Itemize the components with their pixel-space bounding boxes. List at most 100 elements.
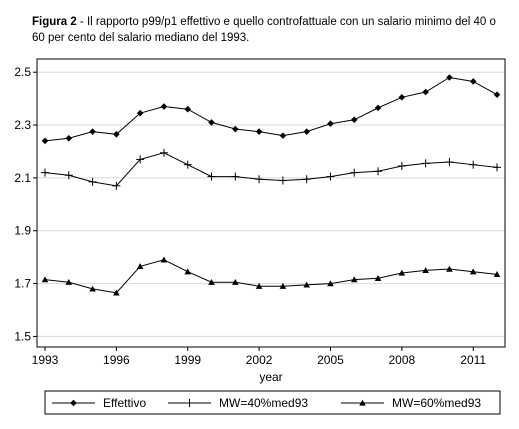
legend-item-1: Effettivo [52,396,146,410]
series-2 [41,148,501,190]
data-point [445,158,454,167]
x-tick-label: 2002 [246,353,273,367]
data-point [70,399,77,407]
data-point [397,162,406,171]
data-point [64,171,73,180]
x-axis: 1993 1996 1999 2002 2005 2008 2011 [32,347,486,367]
x-tick-label: 2011 [460,353,486,367]
x-tick-label: 2005 [317,353,344,367]
data-point [112,181,121,190]
legend-label: Effettivo [103,396,146,410]
data-point [65,278,73,285]
y-tick-label: 2.3 [14,118,31,132]
data-point [302,175,311,184]
data-point [255,175,264,184]
data-point [136,109,144,117]
data-point [359,399,366,406]
data-point [208,119,215,126]
data-point [469,78,477,85]
data-point [184,268,192,275]
data-point [136,263,144,270]
data-point [493,271,501,277]
data-point [41,276,49,283]
data-point [398,94,406,101]
data-point [184,105,192,113]
data-point [185,399,194,407]
data-point [469,160,478,169]
data-point [446,74,453,81]
y-tick-label: 1.7 [14,277,31,291]
data-point [327,280,334,287]
data-point [232,278,239,285]
data-point [255,128,263,135]
y-tick-label: 1.5 [14,329,31,343]
data-point [232,125,239,133]
series-3 [41,256,501,296]
series-1 [41,74,501,145]
data-point [231,172,240,181]
figure-label: Figura 2 [32,16,77,28]
data-point [160,103,168,110]
legend: Effettivo MW=40%med93 MW=60%med93 [44,390,501,415]
data-point [374,104,382,112]
data-point [421,159,430,168]
data-point [303,128,310,135]
data-point [350,116,358,124]
data-point [398,269,406,276]
y-tick-label: 2.5 [14,65,31,79]
legend-label: MW=60%med93 [392,396,481,410]
legend-label: MW=40%med93 [219,396,308,410]
data-point [422,88,429,96]
data-point [326,172,335,181]
data-point [374,275,382,281]
y-tick-label: 1.9 [14,224,31,238]
data-point [208,278,215,285]
data-point [89,285,96,292]
data-point [41,137,49,145]
data-point [493,91,501,98]
figure-caption: Figura 2 - Il rapporto p99/p1 effettivo … [32,14,502,46]
figure-caption-text: - Il rapporto p99/p1 effettivo e quello … [32,16,496,44]
legend-box [44,390,501,415]
legend-item-3: MW=60%med93 [341,396,481,410]
data-point [159,148,168,157]
y-axis: 1.5 1.7 1.9 2.1 2.3 2.5 [14,65,37,343]
data-point [350,168,359,177]
x-tick-label: 1996 [103,353,130,367]
data-point [303,281,310,288]
data-point [469,268,477,275]
data-point [446,265,453,272]
data-point [88,177,97,186]
data-point [493,163,501,172]
series-line [44,76,498,142]
data-point [183,160,192,169]
data-point [279,132,287,139]
legend-item-2: MW=40%med93 [168,396,308,410]
series-line [44,259,498,294]
series-lines [41,74,501,296]
series-line [44,152,498,187]
x-tick-label: 1993 [32,353,59,367]
data-point [374,167,383,176]
data-point [278,176,287,185]
data-point [136,155,145,164]
data-point [89,128,96,135]
data-point [113,289,120,296]
gridlines [37,71,505,337]
data-point [41,168,49,177]
data-point [113,131,120,138]
data-point [279,282,287,289]
plot-frame [36,58,506,348]
data-point [207,172,216,181]
data-point [422,267,429,274]
y-tick-label: 2.1 [14,171,31,185]
data-point [65,134,73,142]
data-point [255,282,263,289]
x-axis-title: year [259,370,282,384]
data-point [350,276,358,283]
x-tick-label: 2008 [388,353,415,367]
data-point [160,256,168,263]
x-tick-label: 1999 [174,353,201,367]
data-point [327,120,334,128]
